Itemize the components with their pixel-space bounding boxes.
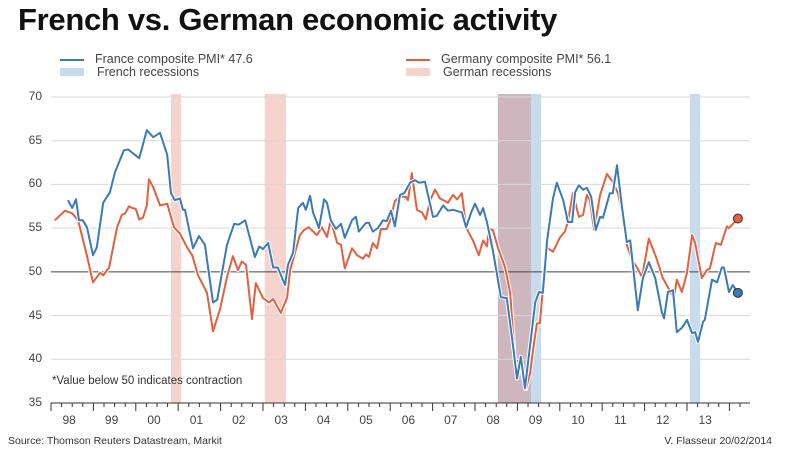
x-tick-label: 00 (147, 413, 161, 427)
france-pmi-line (67, 129, 739, 390)
y-tick-label: 60 (28, 176, 42, 191)
x-tick-label: 11 (614, 413, 627, 427)
credit-text: V. Flasseur 20/02/2014 (664, 435, 772, 447)
x-tick-label: 06 (401, 413, 416, 427)
french-recession-legend-swatch (60, 68, 84, 76)
y-tick-label: 40 (28, 351, 42, 366)
y-tick-label: 55 (28, 220, 42, 235)
x-tick-label: 12 (656, 413, 670, 427)
x-tick-label: 02 (232, 413, 246, 427)
x-tick-label: 04 (316, 413, 331, 427)
german-recession-band (264, 94, 286, 403)
x-tick-label: 05 (359, 413, 373, 427)
y-tick-label: 45 (28, 307, 42, 322)
x-tick-label: 09 (528, 413, 543, 427)
x-tick-label: 07 (444, 413, 458, 427)
x-tick-label: 01 (189, 413, 204, 427)
german-recession-legend-swatch (406, 68, 430, 76)
france-legend-label: France composite PMI* 47.6 (95, 52, 253, 66)
german-recession-band (170, 94, 182, 403)
x-tick-label: 99 (104, 413, 119, 427)
x-tick-label: 13 (698, 413, 712, 427)
french-recession-legend-label: French recessions (97, 65, 200, 79)
germany-legend-label: Germany composite PMI* 56.1 (441, 52, 612, 66)
y-tick-label: 70 (28, 89, 42, 103)
y-tick-label: 50 (28, 263, 42, 278)
x-tick-label: 03 (274, 413, 288, 427)
y-tick-label: 35 (28, 395, 42, 409)
germany-last-value-marker (732, 213, 743, 224)
x-tick-label: 08 (486, 413, 500, 427)
german-recession-legend-label: German recessions (443, 65, 552, 79)
contraction-note: *Value below 50 indicates contraction (52, 375, 243, 387)
france-legend-swatch (60, 59, 84, 61)
x-tick-label: 10 (571, 413, 585, 427)
y-tick-label: 65 (28, 132, 42, 147)
chart-title: French vs. German economic activity (18, 2, 558, 37)
x-tick-label: 98 (62, 413, 76, 427)
france-last-value-marker (732, 287, 743, 298)
source-text: Source: Thomson Reuters Datastream, Mark… (8, 435, 222, 447)
germany-legend-swatch (406, 59, 430, 61)
